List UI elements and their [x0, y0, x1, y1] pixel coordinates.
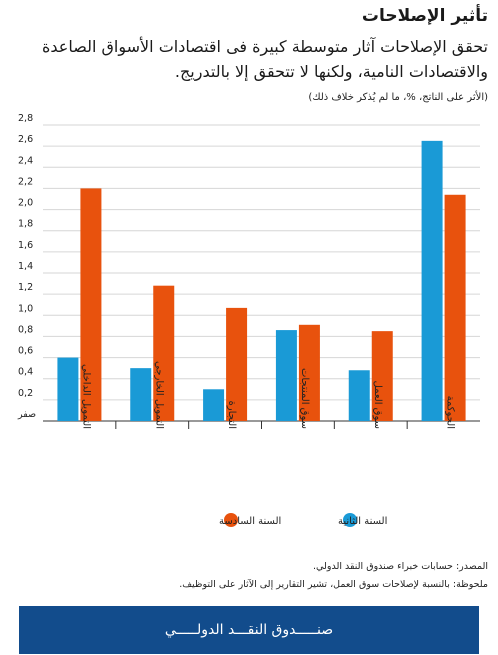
y-tick-label: 1,8: [18, 219, 33, 230]
y-tick-label: 2,6: [18, 134, 33, 145]
source-note: المصدر: حسابات خبراء صندوق النقد الدولي.: [313, 561, 488, 572]
x-category-label: سوق المنتجات: [299, 368, 310, 429]
unit-note: (الأثر على الناتج، %، ما لم يُذكر خلاف ذ…: [308, 92, 488, 103]
legend-marker: [343, 513, 357, 527]
y-tick-label: 0,4: [18, 367, 33, 378]
bar-year2: [57, 357, 79, 421]
legend-marker: [224, 513, 238, 527]
bar-year2: [275, 330, 297, 421]
footnote: ملحوظة: بالنسبة لإصلاحات سوق العمل، تشير…: [179, 579, 488, 590]
y-tick-label: صفر: [17, 409, 36, 420]
chart-subtitle: تحقق الإصلاحات آثار متوسطة كبيرة فى اقتص…: [42, 37, 488, 81]
bar-year6: [298, 324, 320, 421]
bar-year6: [80, 188, 102, 421]
x-category-label: التجارة: [226, 401, 237, 429]
y-tick-label: 1,6: [18, 240, 33, 251]
x-category-label: التمويل الداخلي: [80, 364, 91, 429]
y-tick-label: 2,8: [18, 113, 33, 124]
bar-year2: [203, 389, 225, 421]
bar-year2: [421, 140, 443, 421]
y-tick-label: 0,6: [18, 346, 33, 357]
y-tick-label: 0,8: [18, 324, 33, 335]
bar-year6: [226, 307, 248, 421]
y-tick-label: 2,4: [18, 155, 33, 166]
chart-title: تأثير الإصلاحات: [361, 6, 488, 26]
x-category-label: سوق العمل: [372, 381, 383, 430]
y-tick-label: 0,2: [18, 388, 33, 399]
y-tick-label: 2,2: [18, 176, 33, 187]
bar-year6: [444, 194, 466, 421]
footer-label: صنـــــدوق النقـــد الدولـــــي: [164, 622, 334, 638]
bar-year2: [348, 370, 370, 421]
bar-year2: [130, 368, 152, 421]
legend-label: السنة السادسة: [219, 516, 281, 527]
x-category-label: التمويل الخارجي: [153, 361, 164, 429]
x-category-label: الحوكمة: [445, 396, 456, 429]
legend-label: السنة الثانية: [338, 516, 387, 527]
y-tick-label: 1,0: [18, 303, 33, 314]
y-tick-label: 2,0: [18, 198, 33, 209]
bar-year6: [153, 285, 175, 421]
bar-year6: [371, 331, 393, 421]
bar-chart: صفر 0,2 0,4 0,6 0,8 1,0 1,2 1,4 1,6 1,8 2,0 2,2 2,4 2…: [17, 113, 480, 527]
y-tick-label: 1,4: [18, 261, 33, 272]
y-tick-label: 1,2: [18, 282, 33, 293]
footer-banner: صنـــــدوق النقـــد الدولـــــي: [19, 606, 479, 654]
